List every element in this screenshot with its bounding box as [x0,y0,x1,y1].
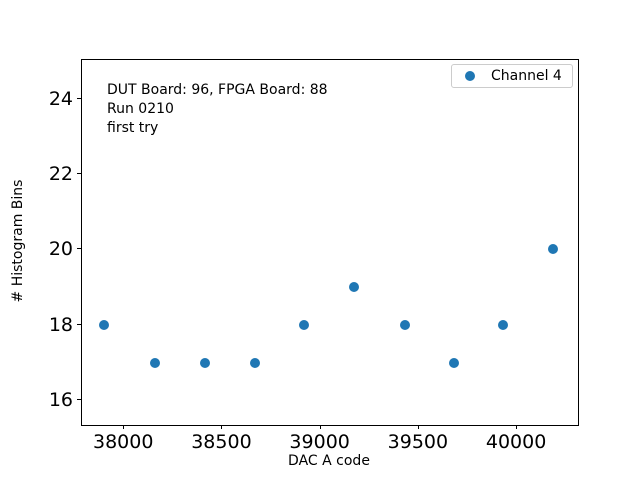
y-tick-label: 20 [48,238,73,261]
x-tick-label: 38000 [92,431,154,453]
data-point [149,357,160,368]
y-axis-label: # Histogram Bins [10,179,26,303]
data-point [249,357,260,368]
data-point [199,357,210,368]
data-point [449,357,460,368]
data-point [98,319,109,330]
data-point [498,319,509,330]
x-tick-mark [221,425,223,429]
data-point [349,282,360,293]
legend-label: Channel 4 [491,68,562,84]
x-tick-label: 40000 [485,431,547,453]
y-tick-label: 22 [48,162,73,185]
y-tick-label: 16 [48,389,73,412]
annotation-line-3: first try [107,120,159,136]
y-tick-mark [77,172,81,174]
legend-marker-icon [465,71,475,81]
y-tick-mark [77,399,81,401]
data-point [298,319,309,330]
x-tick-mark [516,425,518,429]
annotation-text: DUT Board: 96, FPGA Board: 88 Run 0210 f… [107,81,328,138]
x-tick-mark [417,425,419,429]
x-tick-label: 39500 [387,431,449,453]
legend: Channel 4 [451,64,573,88]
y-tick-mark [77,323,81,325]
x-tick-label: 38500 [191,431,252,453]
x-tick-mark [123,425,125,429]
y-tick-mark [77,248,81,250]
y-tick-label: 18 [48,313,73,336]
annotation-line-2: Run 0210 [107,101,174,117]
data-point [400,319,411,330]
x-tick-mark [319,425,321,429]
y-tick-mark [77,97,81,99]
plot-area: DUT Board: 96, FPGA Board: 88 Run 0210 f… [81,59,579,426]
x-axis-label: DAC A code [288,453,370,469]
data-point [548,244,559,255]
x-tick-label: 39000 [289,431,350,453]
y-tick-label: 24 [48,87,73,110]
annotation-line-1: DUT Board: 96, FPGA Board: 88 [107,82,328,98]
